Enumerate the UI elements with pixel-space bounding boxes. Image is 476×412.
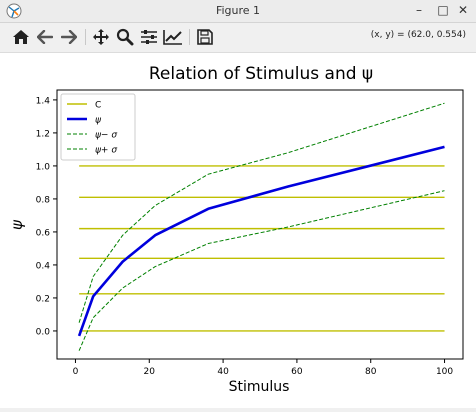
y-tick-label: 1.2 (36, 129, 50, 139)
y-tick-label: 0.4 (36, 261, 51, 271)
legend-label: ψ (95, 116, 102, 126)
legend-box (60, 93, 136, 161)
chart-title: Relation of Stimulus and ψ (149, 64, 373, 84)
x-axis-label: Stimulus (229, 379, 290, 395)
figure-canvas[interactable]: Relation of Stimulus and ψ Stimulus ψ 0 2… (0, 52, 476, 408)
legend-label: ψ+ σ (95, 146, 117, 156)
y-tick-label: 1.4 (36, 96, 51, 106)
x-tick-label: 80 (365, 367, 377, 377)
zoom-button[interactable] (114, 27, 136, 47)
toolbar-separator (85, 29, 86, 45)
y-tick-label: 0.2 (36, 294, 50, 304)
x-tick-label: 60 (291, 367, 303, 377)
y-tick-label: 0.8 (36, 195, 51, 205)
minimize-button[interactable]: – (416, 3, 422, 17)
window-title: Figure 1 (215, 4, 261, 17)
chart[interactable]: Relation of Stimulus and ψ Stimulus ψ 0 2… (0, 53, 476, 408)
axes-edit-icon (163, 30, 182, 45)
psi-plus-sigma-line (78, 102, 445, 323)
home-icon (13, 30, 29, 44)
axes-edit-button[interactable] (162, 27, 184, 47)
back-button[interactable] (34, 27, 56, 47)
window-titlebar: Figure 1 – □ ✕ (0, 0, 476, 23)
psi-minus-sigma-line (78, 190, 445, 351)
cursor-coordinates: (x, y) = (62.0, 0.554) (370, 30, 466, 40)
axes-frame (56, 89, 464, 360)
legend-label: ψ− σ (95, 131, 117, 141)
save-button[interactable] (194, 27, 216, 47)
matplotlib-app-icon (6, 3, 22, 19)
pan-button[interactable] (90, 27, 112, 47)
plot-area: 0 20 40 60 80 100 0.0 0.2 0.4 0.6 0.8 1.0 1.2 1.4 Cψ ψ−… (36, 89, 464, 377)
legend-label: C (95, 101, 101, 111)
subplots-icon (141, 30, 157, 44)
home-button[interactable] (10, 27, 32, 47)
y-tick-label: 1.0 (36, 162, 51, 172)
navigation-toolbar: (x, y) = (62.0, 0.554) (0, 23, 476, 51)
y-tick-label: 0.6 (36, 228, 51, 238)
forward-button[interactable] (58, 27, 80, 47)
zoom-icon (116, 28, 134, 46)
forward-arrow-icon (61, 30, 77, 44)
x-tick-label: 0 (73, 367, 79, 377)
x-tick-label: 40 (217, 367, 229, 377)
toolbar-separator (189, 29, 190, 45)
subplots-button[interactable] (138, 27, 160, 47)
psi-line (77, 145, 445, 337)
close-button[interactable]: ✕ (457, 3, 469, 17)
y-axis-label: ψ (8, 219, 26, 230)
pan-icon (93, 29, 109, 45)
back-arrow-icon (37, 30, 53, 44)
x-tick-label: 20 (144, 367, 156, 377)
x-tick-label: 100 (436, 367, 453, 377)
maximize-button[interactable]: □ (437, 3, 449, 17)
save-icon (197, 29, 213, 45)
y-tick-label: 0.0 (36, 327, 51, 337)
